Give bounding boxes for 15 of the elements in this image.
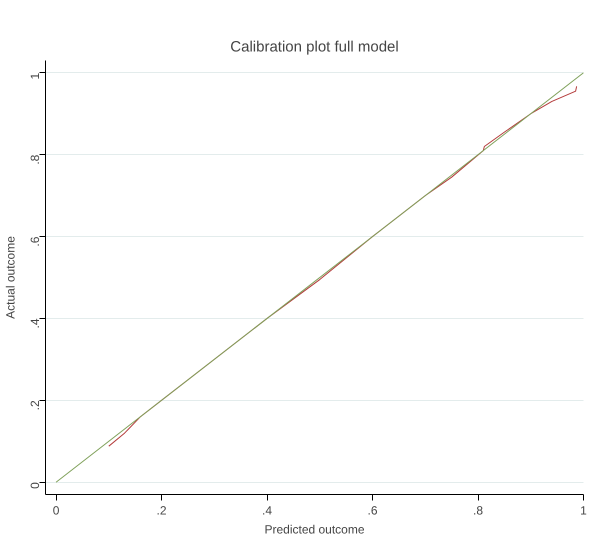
y-axis-title: Actual outcome xyxy=(4,236,18,319)
y-tick-label: .6 xyxy=(28,236,42,247)
x-axis-title: Predicted outcome xyxy=(264,522,365,536)
y-tick-label: .2 xyxy=(28,400,42,410)
y-tick-label: .8 xyxy=(28,154,42,165)
x-tick-label: 1 xyxy=(580,504,588,518)
x-tick-label: .2 xyxy=(156,504,167,518)
y-tick-label: 1 xyxy=(28,72,42,80)
y-tick-label: 0 xyxy=(28,482,42,489)
chart-title: Calibration plot full model xyxy=(230,38,399,56)
x-tick-label: .4 xyxy=(262,504,272,518)
x-tick-label: .6 xyxy=(368,504,378,518)
x-tick-label: .8 xyxy=(473,504,484,518)
x-tick-label: 0 xyxy=(52,504,60,518)
y-tick-label: .4 xyxy=(28,318,42,328)
